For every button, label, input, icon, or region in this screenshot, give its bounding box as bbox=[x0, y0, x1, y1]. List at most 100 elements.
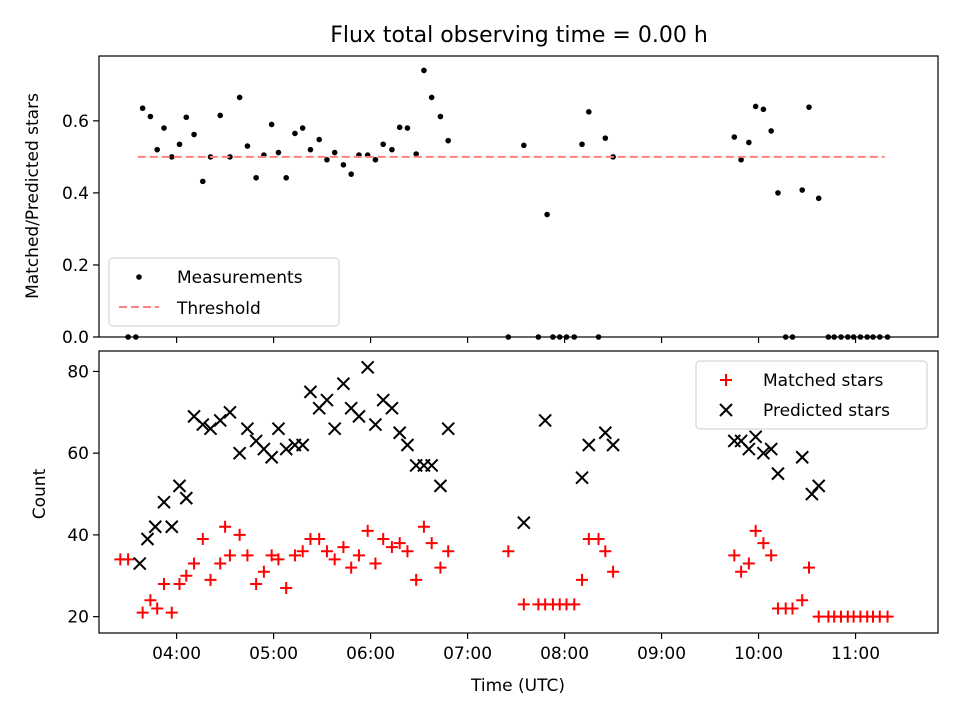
measurement-point bbox=[799, 187, 806, 193]
chart-title: Flux total observing time = 0.00 h bbox=[330, 23, 708, 48]
matched-star-point bbox=[204, 573, 217, 586]
measurement-point bbox=[602, 135, 609, 141]
matched-star-point bbox=[165, 606, 178, 619]
top-legend-box bbox=[108, 257, 340, 327]
bottom-y-axis-label: Count bbox=[30, 468, 50, 519]
measurement-point bbox=[307, 146, 314, 153]
matched-star-point bbox=[288, 549, 301, 562]
measurement-point bbox=[404, 125, 411, 131]
top-x-ticks bbox=[175, 337, 857, 343]
matched-star-point bbox=[250, 577, 263, 590]
top-legend: Measurements Threshold bbox=[108, 257, 340, 327]
measurement-point bbox=[428, 94, 435, 101]
measurement-point bbox=[217, 112, 224, 119]
predicted-star-point bbox=[811, 479, 826, 493]
predicted-star-point bbox=[133, 556, 147, 571]
measurement-point bbox=[139, 105, 146, 112]
predicted-star-point bbox=[140, 532, 155, 546]
matched-star-point bbox=[802, 561, 815, 574]
matched-star-point bbox=[196, 533, 209, 545]
predicted-star-point bbox=[433, 479, 448, 493]
matched-star-point bbox=[728, 549, 741, 562]
measurement-point bbox=[389, 146, 395, 153]
matched-star-point bbox=[502, 545, 515, 558]
matched-star-point bbox=[765, 549, 778, 562]
predicted-star-point bbox=[203, 421, 218, 436]
measurement-point bbox=[316, 136, 322, 143]
measurement-point bbox=[191, 131, 197, 138]
x-tick-label: 08:00 bbox=[540, 644, 589, 664]
matched-star-point bbox=[757, 537, 770, 550]
measurement-point bbox=[421, 67, 427, 74]
matched-star-point bbox=[401, 545, 414, 558]
predicted-star-point bbox=[295, 438, 310, 452]
measurement-point bbox=[815, 195, 822, 202]
measurement-point bbox=[372, 156, 379, 163]
measurement-point bbox=[168, 154, 175, 160]
measurement-point bbox=[161, 125, 167, 131]
measurement-point bbox=[380, 141, 386, 148]
measurement-point bbox=[340, 161, 347, 168]
matched-star-point bbox=[157, 577, 170, 590]
predicted-star-point bbox=[368, 417, 383, 432]
measurement-point bbox=[244, 143, 251, 149]
predicted-star-point bbox=[264, 450, 279, 464]
predicted-star-point bbox=[400, 438, 415, 452]
predicted-star-point bbox=[392, 426, 407, 440]
legend-measurements-label: Measurements bbox=[177, 268, 303, 288]
measurement-point bbox=[521, 142, 527, 149]
predicted-star-point bbox=[271, 421, 286, 436]
legend-matched-marker bbox=[720, 374, 732, 386]
predicted-star-point bbox=[742, 442, 756, 456]
measurement-point bbox=[283, 174, 289, 181]
matched-star-point bbox=[881, 610, 894, 623]
matched-star-point bbox=[280, 582, 293, 595]
y-tick-label: 60 bbox=[67, 444, 89, 464]
measurement-point bbox=[176, 141, 183, 148]
x-tick-label: 10:00 bbox=[734, 644, 783, 664]
measurement-point bbox=[147, 113, 154, 120]
measurement-point bbox=[738, 156, 744, 163]
y-tick-label: 40 bbox=[67, 526, 89, 546]
matched-star-point bbox=[742, 557, 755, 570]
bottom-y-ticks: 20 40 60 80 bbox=[67, 362, 99, 628]
top-panel: Flux total observing time = 0.00 h Match… bbox=[23, 23, 939, 348]
measurement-point bbox=[746, 139, 752, 146]
top-axes-frame bbox=[98, 55, 939, 338]
predicted-star-point bbox=[538, 413, 552, 428]
predicted-star-point bbox=[748, 430, 763, 444]
predicted-star-point bbox=[157, 495, 171, 509]
matched-star-point bbox=[417, 520, 430, 533]
x-axis-label: Time (UTC) bbox=[470, 676, 565, 696]
predicted-star-point bbox=[240, 421, 255, 436]
predicted-star-point bbox=[385, 401, 399, 415]
measurement-point bbox=[437, 113, 444, 120]
x-tick-label: 04:00 bbox=[152, 644, 201, 664]
x-tick-label: 11:00 bbox=[831, 644, 880, 664]
predicted-star-point bbox=[165, 520, 179, 534]
predicted-star-point bbox=[795, 450, 809, 464]
legend-measurements-marker bbox=[136, 274, 142, 280]
x-tick-label: 09:00 bbox=[637, 644, 686, 664]
matched-star-point bbox=[592, 533, 605, 545]
matched-star-point bbox=[188, 557, 201, 570]
matched-star-point bbox=[144, 594, 157, 607]
predicted-star-point bbox=[232, 446, 247, 460]
predicted-star-point bbox=[424, 458, 439, 473]
matched-star-point bbox=[369, 557, 382, 570]
matched-star-point bbox=[576, 573, 589, 586]
measurement-point bbox=[752, 103, 759, 110]
legend-threshold-label: Threshold bbox=[176, 299, 261, 319]
y-tick-label: 80 bbox=[67, 362, 89, 382]
top-y-axis-label: Matched/Predicted stars bbox=[23, 93, 43, 299]
predicted-star-point bbox=[771, 466, 785, 481]
matched-star-point bbox=[393, 537, 406, 550]
y-tick-label: 0.6 bbox=[62, 112, 89, 132]
measurement-point bbox=[413, 151, 419, 157]
predicted-star-point bbox=[517, 515, 531, 530]
measurement-point bbox=[253, 174, 259, 181]
matched-star-point bbox=[313, 533, 326, 545]
matched-star-point bbox=[796, 594, 809, 607]
predicted-star-point bbox=[441, 421, 455, 436]
